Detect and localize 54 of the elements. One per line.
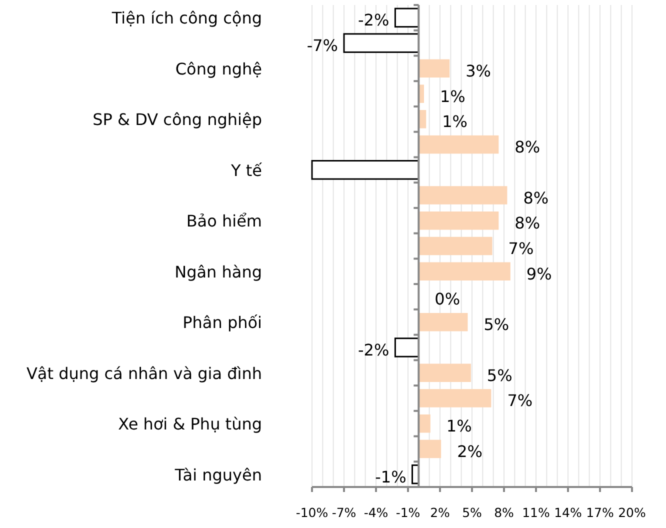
data-label: 1%	[442, 112, 468, 132]
y-tick-label: Bảo hiểm	[186, 212, 262, 231]
data-label: 3%	[466, 61, 491, 80]
data-label: 7%	[508, 239, 534, 258]
bar	[418, 312, 468, 332]
bar	[418, 440, 442, 458]
data-label: 8%	[514, 138, 540, 157]
x-tick-label: 17%	[586, 505, 614, 520]
y-tick-label: Phân phối	[182, 313, 262, 332]
y-tick-label: Tiện ích công cộng	[110, 8, 262, 28]
bar	[394, 338, 420, 358]
data-label: 7%	[507, 391, 533, 410]
bar	[394, 8, 420, 28]
data-label: -1%	[375, 467, 406, 486]
data-label: -2%	[358, 10, 390, 30]
bar	[418, 414, 430, 433]
y-tick-label: Xe hơi & Phụ tùng	[118, 414, 262, 434]
x-tick-label: -4%	[364, 505, 388, 520]
bar	[418, 59, 450, 78]
y-tick-label: Ngân hàng	[174, 262, 262, 282]
x-tick-label: -10%	[296, 505, 328, 520]
x-tick-label: -7%	[332, 505, 356, 520]
x-tick-label: 20%	[618, 505, 646, 520]
x-tick-label: 11%	[522, 505, 550, 520]
data-label: 5%	[486, 366, 512, 385]
data-label: -7%	[306, 36, 338, 56]
bar	[418, 364, 471, 382]
bar	[343, 33, 420, 53]
x-tick-label: 14%	[554, 505, 582, 520]
bar	[418, 135, 499, 154]
x-tick-label: -1%	[396, 505, 420, 520]
data-label: 1%	[446, 416, 472, 436]
data-label: 1%	[440, 86, 466, 106]
x-tick-label: 8%	[494, 505, 514, 520]
y-tick-label: Vật dụng cá nhân và gia đình	[26, 364, 262, 383]
bar	[418, 236, 492, 256]
bar	[418, 262, 510, 280]
y-tick-label: SP & DV công nghiệp	[92, 110, 262, 130]
bar	[418, 186, 508, 204]
data-label: 8%	[523, 188, 549, 208]
y-tick-label: Y tế	[230, 160, 262, 180]
data-label: 0%	[434, 290, 460, 309]
data-label: 8%	[514, 214, 540, 233]
y-tick-label: Công nghệ	[175, 59, 262, 78]
bar	[418, 389, 492, 408]
x-tick-label: 5%	[462, 505, 482, 520]
x-tick-label: 2%	[430, 505, 450, 520]
bar	[418, 212, 499, 230]
data-label: 5%	[484, 315, 510, 334]
data-label: 9%	[526, 264, 552, 284]
data-label: -2%	[358, 340, 390, 360]
bar	[311, 160, 420, 180]
y-tick-label: Tài nguyên	[174, 465, 262, 484]
data-label: 2%	[457, 442, 482, 461]
